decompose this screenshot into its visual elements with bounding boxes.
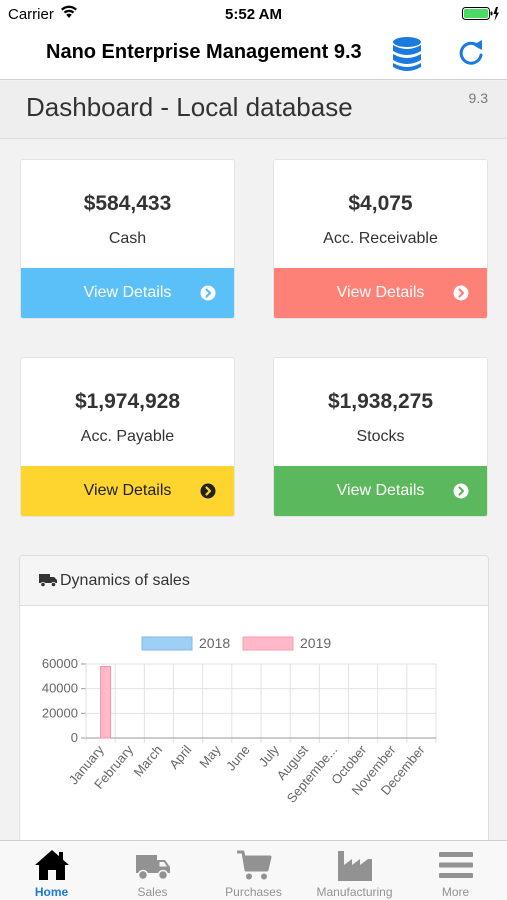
cash-value: $584,433 (83, 192, 172, 215)
arrow-circle-right-icon (453, 483, 469, 499)
cash-label: Cash (108, 230, 147, 247)
tab-manufacturing-label: Manufacturing (316, 885, 393, 899)
arrow-circle-right-icon (200, 285, 216, 301)
y-tick-label: 20000 (42, 705, 78, 720)
receivable-label: Acc. Receivable (323, 230, 438, 247)
receivable-view-details-button[interactable]: View Details (274, 268, 487, 318)
arrow-circle-right-icon (200, 483, 216, 499)
tab-sales-label: Sales (137, 885, 168, 899)
y-tick-label: 60000 (42, 656, 78, 671)
view-details-label: View Details (336, 284, 425, 301)
status-bar: Carrier 5:52 AM (0, 0, 507, 28)
truck-icon (136, 855, 170, 881)
payable-label: Acc. Payable (80, 428, 175, 445)
payable-card: $1,974,928 Acc. Payable View Details (20, 357, 235, 517)
clock: 5:52 AM (225, 6, 282, 23)
legend-label: 2019 (300, 635, 331, 651)
y-tick-label: 40000 (42, 681, 78, 696)
payable-value: $1,974,928 (74, 390, 181, 413)
stocks-value: $1,938,275 (327, 390, 434, 413)
tab-manufacturing[interactable]: Manufacturing (304, 841, 405, 900)
refresh-icon[interactable] (456, 37, 486, 69)
tab-purchases-label: Purchases (225, 885, 282, 899)
stocks-card: $1,938,275 Stocks View Details (273, 357, 488, 517)
cart-icon (237, 850, 272, 880)
tab-more[interactable]: More (405, 841, 506, 900)
payable-view-details-button[interactable]: View Details (21, 466, 234, 516)
truck-icon (39, 574, 57, 587)
legend-swatch (242, 636, 294, 651)
cash-view-details-button[interactable]: View Details (21, 268, 234, 318)
carrier-label: Carrier (8, 6, 54, 23)
factory-icon (338, 851, 372, 881)
wifi-icon (61, 5, 77, 18)
x-tick-label: May (196, 742, 224, 771)
tab-home-label: Home (34, 885, 69, 899)
tab-home[interactable]: Home (1, 841, 102, 900)
y-tick-label: 0 (71, 730, 78, 745)
tab-more-label: More (441, 885, 470, 899)
legend-label: 2018 (199, 635, 230, 651)
receivable-card: $4,075 Acc. Receivable View Details (273, 159, 488, 319)
battery-icon (462, 7, 499, 21)
bar-2019 (100, 665, 112, 739)
home-icon (35, 850, 69, 880)
stocks-view-details-button[interactable]: View Details (274, 466, 487, 516)
app-title: Nano Enterprise Management 9.3 (46, 41, 362, 63)
view-details-label: View Details (336, 482, 425, 499)
arrow-circle-right-icon (453, 285, 469, 301)
receivable-value: $4,075 (348, 192, 413, 215)
tab-sales[interactable]: Sales (102, 841, 203, 900)
tab-bar: Home Sales Purchases Manufacturing (0, 840, 507, 900)
sales-panel: Dynamics of sales 0 20000 40000 60000 Januar… (19, 555, 489, 855)
menu-icon (439, 852, 473, 878)
legend-swatch (141, 636, 193, 651)
version-label: 9.3 (468, 90, 488, 106)
x-tick-label: July (256, 742, 283, 770)
page-header: Dashboard - Local database 9.3 (0, 81, 507, 139)
sales-panel-title: Dynamics of sales (60, 572, 190, 589)
x-tick-label: April (166, 742, 194, 772)
cash-card: $584,433 Cash View Details (20, 159, 235, 319)
x-tick-label: March (131, 742, 166, 779)
sales-panel-header: Dynamics of sales (20, 556, 488, 606)
stocks-label: Stocks (356, 428, 405, 445)
view-details-label: View Details (83, 284, 172, 301)
page-title: Dashboard - Local database (26, 92, 353, 122)
x-tick-label: June (223, 742, 253, 773)
view-details-label: View Details (83, 482, 172, 499)
database-icon[interactable] (391, 36, 423, 72)
tab-purchases[interactable]: Purchases (203, 841, 304, 900)
nav-bar: Nano Enterprise Management 9.3 (0, 28, 507, 80)
